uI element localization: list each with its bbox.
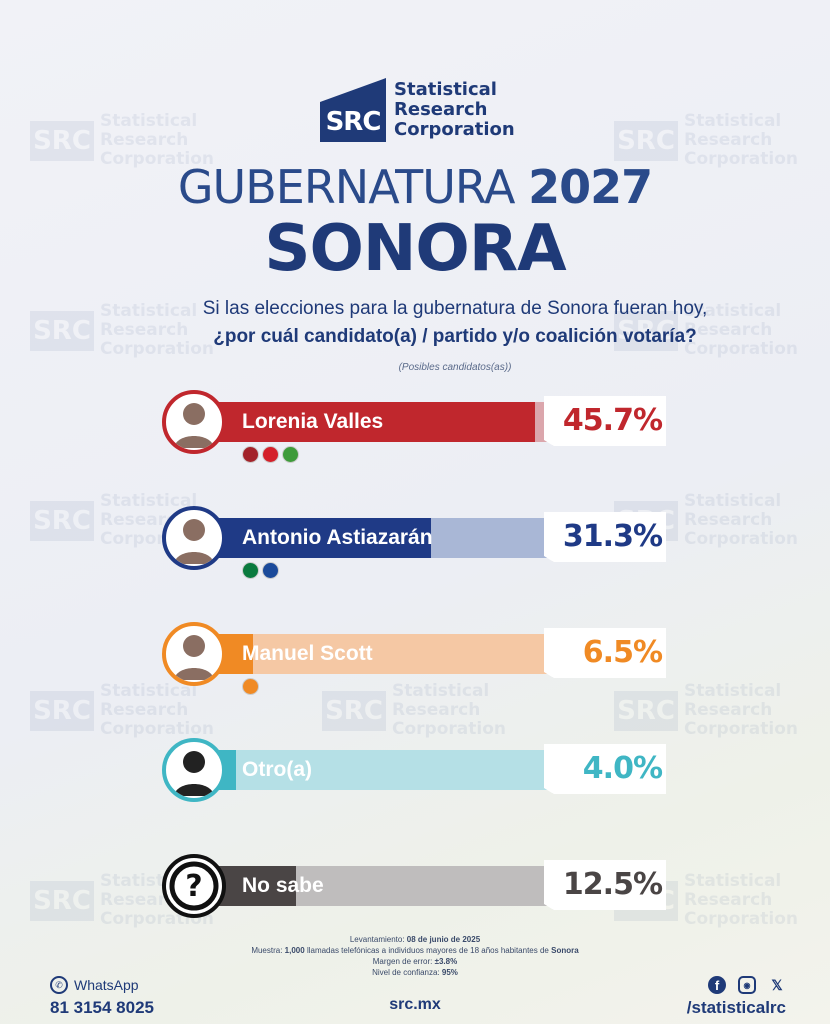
methodology: Levantamiento: 08 de junio de 2025 Muest… (0, 934, 830, 978)
logo-name-line3: Corporation (394, 119, 515, 140)
question-note: (Posibles candidatos(as)) (398, 362, 512, 373)
value-box (544, 512, 666, 562)
margen-line: Margen de error: ±3.8% (372, 957, 458, 966)
logo-name-line1: Statistical (394, 79, 497, 100)
party-logos (242, 446, 299, 463)
bar-row: Lorenia Valles 45.7% (162, 390, 668, 463)
bar-row: Manuel Scott 6.5% (162, 622, 668, 695)
bar-row: Antonio Astiazarán 31.3% (162, 506, 668, 579)
logo-roof-shape (320, 78, 386, 102)
category-label: Manuel Scott (242, 642, 373, 665)
src-logo: SRC Statistical Research Corporation (320, 78, 515, 142)
muestra-place: Sonora (551, 946, 579, 955)
watermark-logo: SRC (30, 120, 94, 161)
bar-row: Otro(a) 4.0% (162, 738, 668, 802)
social-handle[interactable]: /statisticalrc (686, 998, 786, 1017)
x-icon[interactable]: 𝕏 (771, 976, 783, 993)
logo-name: Statistical Research Corporation (394, 80, 515, 140)
facebook-icon[interactable]: f (708, 976, 726, 994)
watermark-logo: SRC (30, 500, 94, 541)
whatsapp-icon: ✆ (50, 976, 68, 994)
party-logo-morena-icon (242, 446, 259, 463)
person-icon (162, 390, 226, 454)
bar-row: No sabe 12.5%? (162, 854, 668, 918)
category-label: No sabe (242, 874, 324, 897)
logo-name-line2: Research (394, 99, 488, 120)
levantamiento-line: Levantamiento: 08 de junio de 2025 (349, 935, 481, 944)
watermark-logo: SRC (614, 120, 678, 161)
nivel-line: Nivel de confianza: 95% (372, 968, 458, 977)
person-silhouette-icon (162, 738, 226, 802)
party-logo-pri-icon (242, 562, 259, 579)
watermark-logo: SRC (30, 310, 94, 351)
watermark-logo: SRC (30, 880, 94, 921)
party-logo-pan-icon (262, 562, 279, 579)
value-box (544, 628, 666, 678)
bar (206, 518, 432, 558)
nivel-value: 95% (441, 968, 458, 977)
page-title: GUBERNATURA 2027 (0, 160, 830, 214)
whatsapp-link[interactable]: ✆ WhatsApp (50, 976, 154, 994)
contact-block: ✆ WhatsApp 81 3154 8025 (50, 976, 154, 1018)
party-logo-pvem-icon (282, 446, 299, 463)
svg-text:?: ? (185, 869, 202, 904)
data-label: 6.5% (582, 635, 663, 670)
instagram-icon[interactable]: ◉ (738, 976, 756, 994)
value-box (544, 744, 666, 794)
levantamiento-value: 08 de junio de 2025 (406, 935, 481, 944)
party-logos (242, 678, 259, 695)
watermark-logo: SRC (614, 310, 678, 351)
question-line2: ¿por cuál candidato(a) / partido y/o coa… (213, 326, 697, 347)
category-label: Lorenia Valles (242, 410, 384, 433)
party-logo-pt-icon (262, 446, 279, 463)
party-logo-mc-icon (242, 678, 259, 695)
question-line1: Si las elecciones para la gubernatura de… (202, 298, 708, 319)
muestra-line: Muestra: 1,000 llamadas telefónicas a in… (251, 946, 579, 955)
person-icon (162, 506, 226, 570)
bar (206, 402, 536, 442)
watermark-logo: SRC (30, 690, 94, 731)
data-label: 45.7% (562, 403, 663, 438)
title-word: GUBERNATURA (177, 160, 516, 214)
margen-value: ±3.8% (434, 957, 458, 966)
social-icons: f ◉ 𝕏 (687, 976, 786, 994)
logo-abbr: SRC (320, 102, 386, 142)
watermark-logo: SRC (322, 690, 386, 731)
bar-track (206, 634, 566, 674)
category-label: Antonio Astiazarán (242, 526, 433, 549)
data-label: 4.0% (582, 751, 663, 786)
muestra-value: 1,000 (284, 946, 305, 955)
social-block: f ◉ 𝕏 /statisticalrc (687, 976, 786, 1018)
src-logo-mark: SRC (320, 78, 386, 142)
phone-number[interactable]: 81 3154 8025 (50, 998, 154, 1017)
value-box (544, 396, 666, 446)
data-label: 31.3% (562, 519, 663, 554)
data-label: 12.5% (562, 867, 663, 902)
category-label: Otro(a) (242, 758, 312, 781)
watermark-logo: SRC (614, 690, 678, 731)
whatsapp-label: WhatsApp (74, 977, 139, 993)
website-link[interactable]: src.mx (389, 996, 441, 1013)
state-title: SONORA (264, 212, 566, 286)
party-logos (242, 562, 279, 579)
person-icon (162, 622, 226, 686)
value-box (544, 860, 666, 910)
question-mark-icon: ? (162, 854, 226, 918)
title-year: 2027 (528, 160, 653, 214)
bar-track (206, 750, 566, 790)
